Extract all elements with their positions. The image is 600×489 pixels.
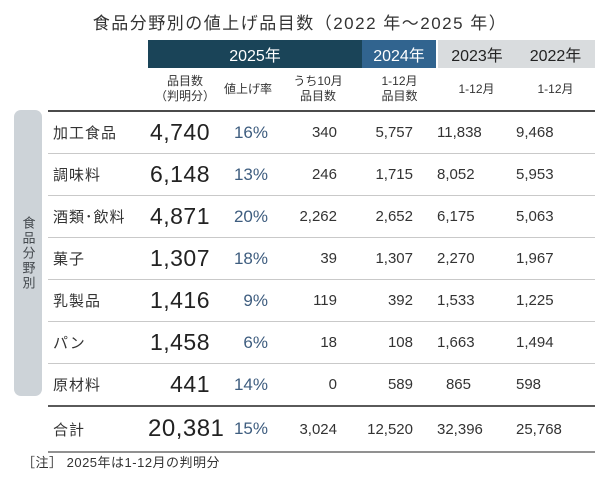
cell-2023: 1,533 [437, 279, 516, 322]
cell-2023: 1,663 [437, 321, 516, 364]
col-header-line: 品目数 [299, 89, 336, 103]
header-spacer [48, 68, 148, 112]
year-header-2022: 2022年 [516, 40, 595, 68]
category-group-label: 食品分野別 [20, 215, 36, 291]
cell-2024: 2,652 [362, 195, 437, 238]
cell-2022: 598 [516, 363, 595, 407]
cell-count-2025: 1,307 [148, 237, 222, 280]
col-header-line: 値上げ率 [223, 81, 272, 96]
col-header-count: 品目数 （判明分） [148, 68, 222, 112]
cell-count-2025: 1,416 [148, 279, 222, 322]
cell-2022: 25,768 [516, 406, 595, 453]
cell-2024: 12,520 [362, 406, 437, 453]
cell-october: 340 [274, 111, 362, 154]
header-spacer [48, 40, 148, 68]
footnote: ［注］ 2025年は1-12月の判明分 [22, 455, 221, 470]
cell-2024: 108 [362, 321, 437, 364]
year-header-2025: 2025年 [148, 40, 362, 68]
cell-rate: 15% [222, 406, 274, 453]
cell-2024: 392 [362, 279, 437, 322]
cell-october: 119 [274, 279, 362, 322]
row-label: 原材料 [48, 363, 148, 407]
cell-2022: 9,468 [516, 111, 595, 154]
cell-october: 246 [274, 153, 362, 196]
cell-october: 0 [274, 363, 362, 407]
col-header-rate: 値上げ率 [222, 68, 274, 112]
year-header-2023: 2023年 [436, 40, 516, 68]
cell-2024: 1,715 [362, 153, 437, 196]
col-header-line: （判明分） [154, 89, 215, 103]
table-row: パン 1,458 6% 18 108 1,663 1,494 [48, 321, 595, 364]
page-title: 食品分野別の値上げ品目数（2022 年～2025 年） [92, 14, 508, 33]
column-header-row: 品目数 （判明分） 値上げ率 うち10月 品目数 1-12月 品目数 1-12月 [48, 68, 595, 112]
cell-october: 39 [274, 237, 362, 280]
col-header-2022-months: 1-12月 [516, 68, 595, 112]
row-label: 菓子 [48, 237, 148, 280]
table-row: 原材料 441 14% 0 589 865 598 [48, 363, 595, 407]
table-row: 菓子 1,307 18% 39 1,307 2,270 1,967 [48, 237, 595, 280]
cell-count-2025: 6,148 [148, 153, 222, 196]
col-header-line: 品目数 [381, 89, 418, 103]
cell-rate: 14% [222, 363, 274, 407]
row-label: 酒類･飲料 [48, 195, 148, 238]
table-row: 乳製品 1,416 9% 119 392 1,533 1,225 [48, 279, 595, 322]
row-label: 調味料 [48, 153, 148, 196]
cell-2023: 8,052 [437, 153, 516, 196]
cell-count-2025: 441 [148, 363, 222, 407]
cell-2024: 589 [362, 363, 437, 407]
category-group-band: 食品分野別 [14, 110, 42, 396]
cell-2022: 5,063 [516, 195, 595, 238]
cell-count-2025: 20,381 [148, 406, 224, 453]
row-label: 乳製品 [48, 279, 148, 322]
col-header-line: 1-12月 [381, 74, 418, 88]
table-row: 加工食品 4,740 16% 340 5,757 11,838 9,468 [48, 111, 595, 154]
cell-2023: 865 [437, 363, 516, 407]
col-header-october: うち10月 品目数 [274, 68, 362, 112]
cell-2022: 5,953 [516, 153, 595, 196]
col-header-line: 品目数 [166, 74, 203, 88]
year-header-row: 2025年 2024年 2023年 2022年 [48, 40, 595, 68]
col-header-2024-items: 1-12月 品目数 [362, 68, 437, 112]
cell-rate: 18% [222, 237, 274, 280]
row-label: 加工食品 [48, 111, 148, 154]
cell-october: 2,262 [274, 195, 362, 238]
cell-2023: 32,396 [437, 406, 516, 453]
table-row: 調味料 6,148 13% 246 1,715 8,052 5,953 [48, 153, 595, 196]
col-header-2023-months: 1-12月 [437, 68, 516, 112]
cell-october: 18 [274, 321, 362, 364]
cell-rate: 6% [222, 321, 274, 364]
total-row: 合計 20,381 15% 3,024 12,520 32,396 25,768 [48, 406, 595, 453]
row-label: 合計 [48, 406, 148, 453]
price-table: 2025年 2024年 2023年 2022年 品目数 （判明分） 値上げ率 う… [48, 40, 595, 453]
cell-2023: 11,838 [437, 111, 516, 154]
cell-count-2025: 4,740 [148, 111, 222, 154]
col-header-line: 1-12月 [537, 81, 574, 96]
col-header-line: うち10月 [293, 74, 343, 88]
cell-2022: 1,225 [516, 279, 595, 322]
cell-2022: 1,494 [516, 321, 595, 364]
cell-count-2025: 4,871 [148, 195, 222, 238]
cell-rate: 9% [222, 279, 274, 322]
cell-rate: 20% [222, 195, 274, 238]
cell-2023: 2,270 [437, 237, 516, 280]
cell-2024: 1,307 [362, 237, 437, 280]
cell-rate: 13% [222, 153, 274, 196]
cell-2024: 5,757 [362, 111, 437, 154]
cell-rate: 16% [222, 111, 274, 154]
cell-october: 3,024 [274, 406, 362, 453]
row-label: パン [48, 321, 148, 364]
table-row: 酒類･飲料 4,871 20% 2,262 2,652 6,175 5,063 [48, 195, 595, 238]
cell-count-2025: 1,458 [148, 321, 222, 364]
cell-2022: 1,967 [516, 237, 595, 280]
cell-2023: 6,175 [437, 195, 516, 238]
year-header-2024: 2024年 [362, 40, 437, 68]
col-header-line: 1-12月 [458, 81, 495, 96]
